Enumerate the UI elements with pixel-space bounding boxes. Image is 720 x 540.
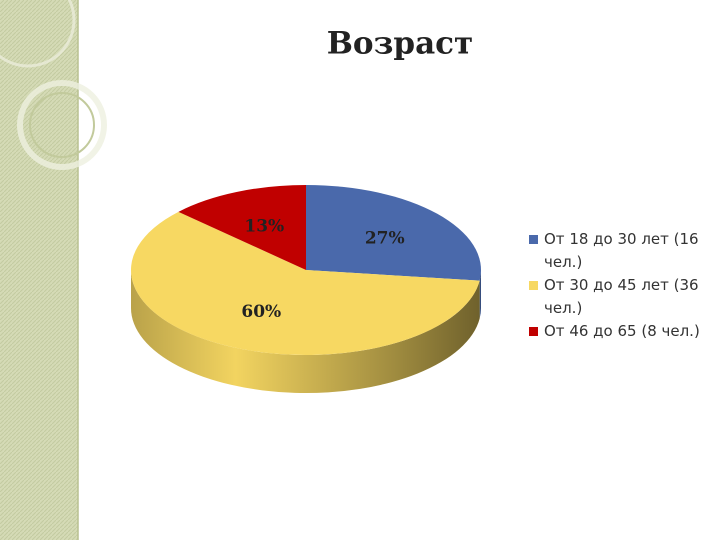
legend-entry: От 18 до 30 лет (16 чел.) bbox=[529, 228, 707, 274]
data-label: 60% bbox=[241, 302, 281, 322]
slice bbox=[130, 211, 480, 356]
data-label: 13% bbox=[244, 217, 284, 237]
slice bbox=[178, 185, 306, 270]
legend: От 18 до 30 лет (16 чел.) От 30 до 45 лет… bbox=[529, 228, 707, 343]
legend-entry: От 30 до 45 лет (36 чел.) bbox=[529, 274, 707, 320]
legend-swatch bbox=[529, 281, 538, 290]
pie: 27% 60% 13% bbox=[130, 184, 482, 394]
legend-swatch bbox=[529, 235, 538, 244]
data-label: 27% bbox=[365, 229, 405, 249]
legend-entry: От 46 до 65 (8 чел.) bbox=[529, 320, 707, 343]
side-shade bbox=[131, 270, 480, 394]
side-shade bbox=[479, 270, 481, 319]
chart-title: Возраст bbox=[327, 26, 474, 62]
side-decoration bbox=[0, 0, 107, 540]
legend-label: От 18 до 30 лет (16 чел.) bbox=[544, 230, 699, 271]
legend-label: От 30 до 45 лет (36 чел.) bbox=[544, 276, 699, 317]
slice bbox=[306, 184, 482, 281]
legend-swatch bbox=[529, 327, 538, 336]
legend-label: От 46 до 65 (8 чел.) bbox=[544, 322, 700, 340]
